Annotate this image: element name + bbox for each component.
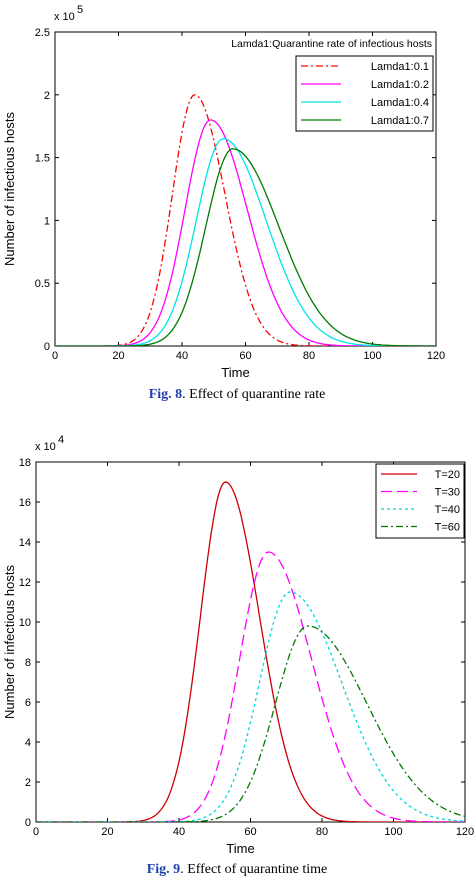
- x-tick-label: 40: [173, 826, 185, 838]
- x-tick-label: 80: [303, 350, 315, 362]
- legend-entry: T=30: [435, 487, 460, 499]
- y-tick-label: 4: [25, 737, 31, 749]
- y-tick-label: 6: [25, 697, 31, 709]
- caption-fig8-text: . Effect of quarantine rate: [182, 387, 326, 402]
- x-tick-label: 20: [112, 350, 124, 362]
- y-tick-label: 2: [44, 90, 50, 102]
- legend-entry: Lamda1:0.7: [371, 115, 429, 127]
- x-tick-label: 120: [427, 350, 445, 362]
- caption-fig9: Fig. 9. Effect of quarantine time: [0, 862, 474, 878]
- series-line-T-30: [36, 551, 465, 822]
- x-tick-label: 40: [176, 350, 188, 362]
- y-tick-label: 16: [19, 497, 31, 509]
- y-multiplier-exponent: 4: [58, 434, 64, 446]
- x-tick-label: 60: [239, 350, 251, 362]
- y-tick-label: 2.5: [35, 27, 50, 39]
- y-tick-label: 0: [44, 341, 50, 353]
- x-tick-label: 60: [244, 826, 256, 838]
- y-axis-label: Number of infectious hosts: [2, 112, 17, 266]
- x-tick-label: 20: [101, 826, 113, 838]
- y-tick-label: 1.5: [35, 153, 50, 165]
- y-tick-label: 8: [25, 657, 31, 669]
- y-tick-label: 0: [25, 817, 31, 829]
- legend-entry: T=60: [435, 522, 460, 534]
- legend-entry: Lamda1:0.1: [371, 61, 429, 73]
- y-tick-label: 14: [19, 537, 31, 549]
- y-multiplier-exponent: 5: [77, 4, 83, 16]
- x-axis-label: Time: [221, 365, 249, 380]
- legend-box: [295, 55, 434, 132]
- caption-fig8-label: Fig. 8: [148, 387, 183, 402]
- y-tick-label: 18: [19, 457, 31, 469]
- legend-entry: T=20: [435, 469, 460, 481]
- y-tick-label: 2: [25, 777, 31, 789]
- caption-fig9-text: . Effect of quarantine time: [180, 862, 328, 877]
- legend-entry: T=40: [435, 504, 460, 516]
- y-multiplier: x 10: [35, 441, 56, 453]
- series-line-T-60: [36, 625, 465, 822]
- y-tick-label: 10: [19, 617, 31, 629]
- legend-entry: Lamda1:0.4: [371, 97, 429, 109]
- y-tick-label: 12: [19, 577, 31, 589]
- series-line-T-20: [36, 481, 465, 822]
- legend-entry: Lamda1:0.2: [371, 79, 429, 91]
- chart-annotation: Lamda1:Quarantine rate of infectious hos…: [231, 38, 432, 50]
- x-tick-label: 0: [33, 826, 39, 838]
- y-multiplier: x 10: [54, 11, 75, 23]
- caption-fig9-label: Fig. 9: [146, 862, 181, 877]
- x-tick-label: 100: [363, 350, 381, 362]
- y-tick-label: 0.5: [35, 278, 50, 290]
- y-tick-label: 1: [44, 215, 50, 227]
- x-axis-label: Time: [226, 841, 254, 856]
- series-line-T-40: [36, 591, 465, 822]
- x-tick-label: 100: [384, 826, 402, 838]
- legend-box: [375, 463, 465, 539]
- series-line-Lamda1-0-7: [55, 148, 436, 346]
- caption-fig8: Fig. 8. Effect of quarantine rate: [0, 387, 474, 403]
- y-axis-label: Number of infectious hosts: [2, 565, 17, 719]
- x-tick-label: 120: [456, 826, 474, 838]
- x-tick-label: 0: [52, 350, 58, 362]
- x-tick-label: 80: [316, 826, 328, 838]
- chart-0-group: 0 20 40 60 80 100 120 0 0.5 1 1.5 2 2.5 x 105 Time Numb…: [2, 4, 445, 380]
